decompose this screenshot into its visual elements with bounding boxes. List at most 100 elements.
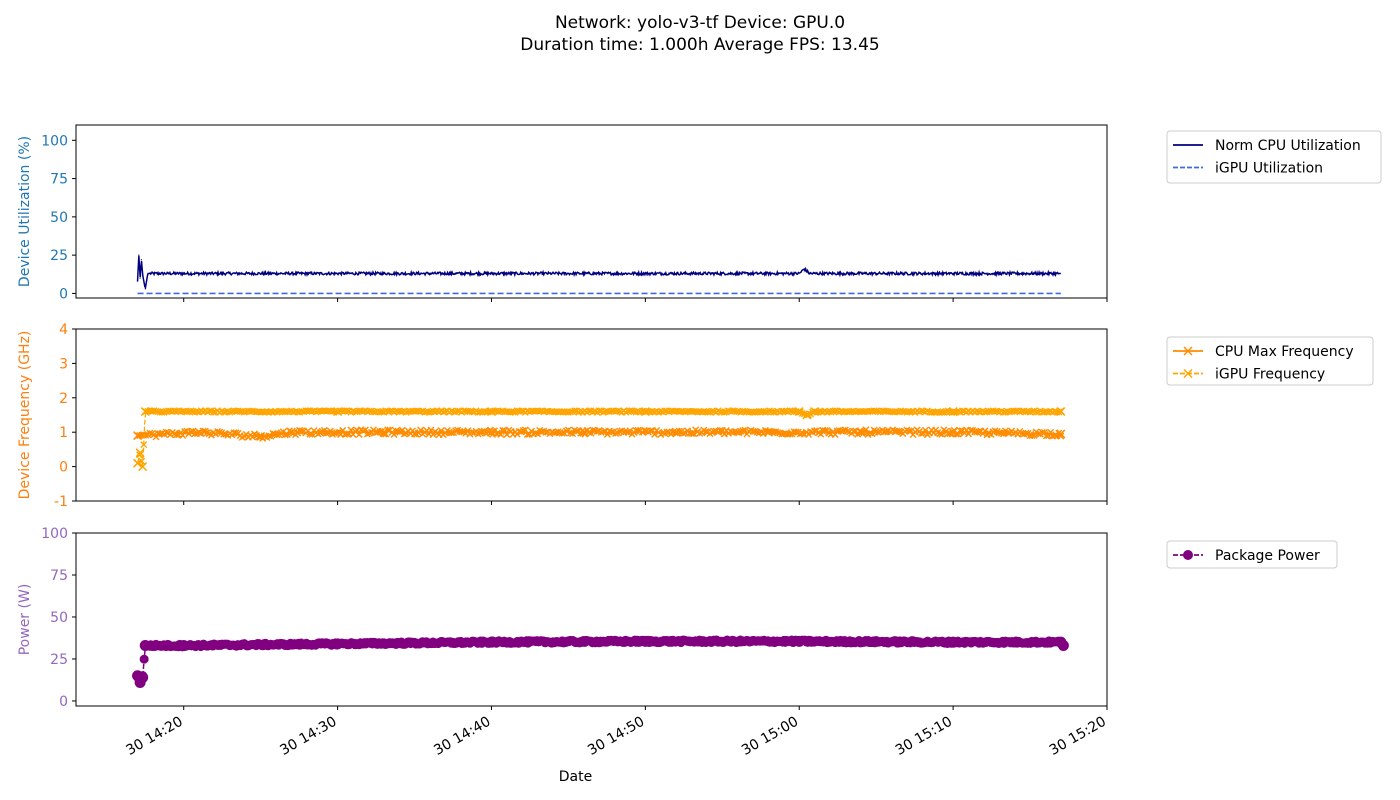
series-marker	[439, 408, 447, 416]
series-point	[137, 671, 149, 683]
series-marker	[921, 426, 929, 434]
series-marker	[702, 428, 710, 436]
series-marker	[160, 408, 168, 416]
y-tick-label: 75	[50, 568, 68, 584]
series-marker	[187, 428, 195, 436]
series-marker	[139, 654, 149, 664]
series-marker	[183, 408, 191, 416]
series-line	[136, 409, 1062, 467]
series-marker	[831, 407, 839, 415]
series-marker	[308, 430, 316, 438]
series-marker	[326, 427, 334, 435]
x-axis	[183, 298, 1108, 302]
axes-frame	[75, 328, 1108, 502]
series-point	[332, 638, 344, 650]
series-marker	[997, 429, 1005, 437]
series-marker	[240, 408, 248, 416]
series-point	[136, 280, 139, 282]
series-marker	[761, 408, 769, 416]
series-marker	[595, 407, 603, 415]
series-marker	[975, 428, 983, 436]
series-marker	[1032, 408, 1040, 416]
series-marker	[850, 427, 858, 435]
series-point	[139, 640, 151, 652]
series-marker	[765, 407, 773, 415]
series-marker	[571, 407, 579, 415]
series-marker	[708, 407, 716, 415]
series-marker	[411, 430, 419, 438]
chart-title: Network: yolo-v3-tf Device: GPU.0 Durati…	[0, 12, 1400, 56]
series-marker	[558, 429, 566, 437]
series-marker	[136, 451, 144, 459]
series-point	[947, 636, 959, 648]
series-marker	[255, 433, 263, 441]
series-marker	[478, 428, 486, 436]
series-marker	[216, 428, 224, 436]
series-marker	[298, 427, 306, 435]
series-marker	[400, 430, 408, 438]
series-marker	[550, 429, 558, 437]
x-tick-label: 30 14:20	[123, 714, 185, 759]
series-marker	[1034, 430, 1042, 438]
series-cpu-max-frequency	[133, 426, 1066, 442]
series-marker	[1022, 429, 1030, 437]
series-marker	[1026, 408, 1034, 416]
plot-area	[133, 407, 1066, 472]
legend: Package Power	[1166, 540, 1338, 569]
series-marker	[1057, 432, 1065, 440]
series-point	[138, 254, 140, 256]
series-marker	[880, 428, 888, 436]
title-line-2: Duration time: 1.000h Average FPS: 13.45	[520, 35, 880, 55]
legend-label: Package Power	[1215, 548, 1320, 564]
series-marker	[634, 426, 642, 434]
series-marker	[843, 427, 851, 435]
series-marker	[347, 426, 355, 434]
series-marker	[181, 427, 189, 435]
series-marker	[569, 430, 577, 438]
y-axis: -1 0 1 2 3 4 Device Frequency (GHz)	[17, 322, 76, 510]
series-point	[763, 427, 773, 437]
series-package-power	[132, 635, 1069, 688]
series-point	[579, 427, 589, 437]
series-marker	[417, 426, 425, 434]
series-marker	[509, 408, 517, 416]
series-marker	[359, 427, 367, 435]
series-marker	[622, 408, 630, 416]
series-point	[178, 640, 190, 652]
series-marker	[737, 427, 745, 435]
series-point	[1057, 640, 1069, 652]
series-marker	[741, 426, 749, 434]
series-marker	[862, 426, 870, 434]
series-marker	[363, 430, 371, 438]
y-tick-label: 1	[59, 425, 68, 441]
series-marker	[384, 426, 392, 434]
series-point	[144, 288, 146, 290]
y-tick-label: 0	[59, 694, 68, 710]
series-marker	[958, 407, 966, 415]
series-marker	[940, 408, 948, 416]
series-marker	[232, 429, 240, 437]
series-marker	[907, 427, 915, 435]
series-marker	[458, 428, 466, 436]
series-marker	[562, 427, 570, 435]
series-marker	[599, 408, 607, 416]
x-tick-label: 30 14:40	[431, 714, 493, 759]
series-marker	[140, 441, 148, 449]
series-marker	[425, 408, 433, 416]
panel-2: -1 0 1 2 3 4 Device Frequency (GHz) CPU Max Fre…	[17, 322, 1374, 510]
legend-marker	[1183, 550, 1193, 560]
legend: CPU Max Frequency iGPU Frequency	[1166, 336, 1374, 386]
y-tick-label: 0	[59, 460, 68, 476]
x-tick-label: 30 15:00	[739, 714, 801, 759]
series-marker	[162, 428, 170, 436]
series-marker	[792, 428, 800, 436]
series-marker	[394, 427, 402, 435]
legend-marker	[1183, 368, 1193, 379]
series-marker	[585, 407, 593, 415]
x-axis	[183, 501, 1108, 505]
series-point	[142, 274, 144, 276]
legend-label: Norm CPU Utilization	[1215, 138, 1361, 154]
series-marker	[517, 407, 525, 415]
